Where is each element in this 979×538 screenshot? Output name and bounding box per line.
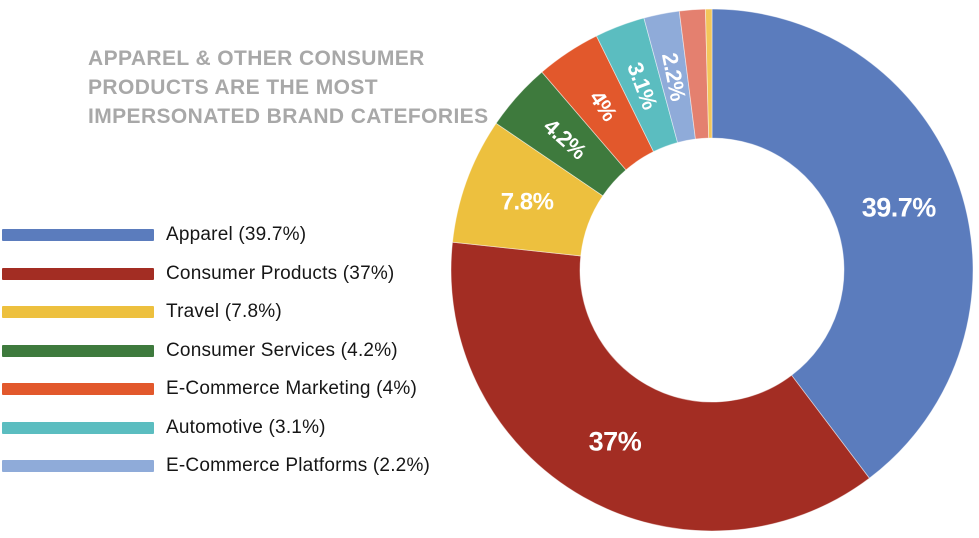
legend-swatch [2, 306, 154, 319]
chart-title-line2: PRODUCTS ARE THE MOST [88, 76, 378, 99]
legend-label: Apparel (39.7%) [166, 224, 307, 246]
legend-item: Automotive (3.1%) [2, 409, 462, 448]
legend-label: Consumer Products (37%) [166, 262, 395, 284]
chart-title-line3: IMPERSONATED BRAND CATEFORIES [88, 105, 489, 128]
legend-swatch [2, 383, 154, 396]
legend-item: Travel (7.8%) [2, 293, 462, 332]
legend-swatch [2, 267, 154, 280]
slice-label-apparel: 39.7% [862, 192, 937, 222]
donut-slice-other-2 [705, 8, 713, 139]
slice-label-travel: 7.8% [501, 189, 554, 216]
legend: Apparel (39.7%) Consumer Products (37%) … [2, 216, 462, 486]
donut-slice-consumer-products [450, 241, 870, 532]
legend-swatch [2, 229, 154, 242]
slice-label-consumer-products: 37% [589, 426, 642, 456]
legend-label: Consumer Services (4.2%) [166, 339, 398, 361]
legend-label: E-Commerce Platforms (2.2%) [166, 455, 431, 477]
legend-item: Apparel (39.7%) [2, 216, 462, 255]
chart-title: APPAREL & OTHER CONSUMER PRODUCTS ARE TH… [88, 44, 518, 131]
legend-swatch [2, 460, 154, 473]
legend-label: Travel (7.8%) [166, 301, 282, 323]
legend-swatch [2, 421, 154, 434]
legend-item: E-Commerce Platforms (2.2%) [2, 447, 462, 486]
legend-item: E-Commerce Marketing (4%) [2, 370, 462, 409]
legend-label: Automotive (3.1%) [166, 416, 326, 438]
legend-swatch [2, 344, 154, 357]
donut-slice-apparel [711, 8, 974, 479]
chart-title-line1: APPAREL & OTHER CONSUMER [88, 47, 425, 70]
legend-label: E-Commerce Marketing (4%) [166, 378, 417, 400]
legend-item: Consumer Products (37%) [2, 255, 462, 294]
legend-item: Consumer Services (4.2%) [2, 332, 462, 371]
